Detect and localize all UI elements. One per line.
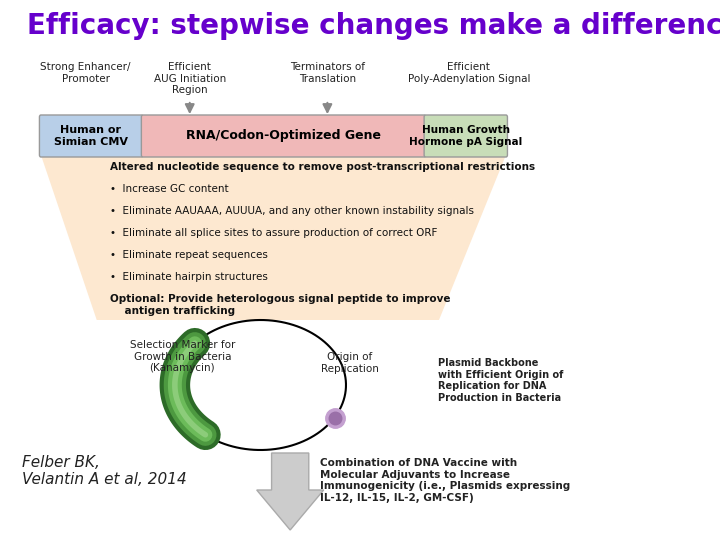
Text: •  Increase GC content: • Increase GC content <box>110 184 229 194</box>
Text: Terminators of
Translation: Terminators of Translation <box>290 62 365 84</box>
Text: Efficacy: stepwise changes make a difference: Efficacy: stepwise changes make a differ… <box>27 12 720 40</box>
Text: •  Eliminate AAUAAA, AUUUA, and any other known instability signals: • Eliminate AAUAAA, AUUUA, and any other… <box>110 206 474 216</box>
Text: Efficient
Poly-Adenylation Signal: Efficient Poly-Adenylation Signal <box>408 62 530 84</box>
Text: Strong Enhancer/
Promoter: Strong Enhancer/ Promoter <box>40 62 131 84</box>
Text: Plasmid Backbone
with Efficient Origin of
Replication for DNA
Production in Bact: Plasmid Backbone with Efficient Origin o… <box>438 358 563 403</box>
Text: RNA/Codon-Optimized Gene: RNA/Codon-Optimized Gene <box>186 130 381 143</box>
FancyBboxPatch shape <box>141 115 426 157</box>
Text: Selection Marker for
Growth in Bacteria
(Kanamycin): Selection Marker for Growth in Bacteria … <box>130 340 235 373</box>
Text: •  Eliminate hairpin structures: • Eliminate hairpin structures <box>110 272 268 282</box>
FancyArrow shape <box>257 453 324 530</box>
Text: Human or
Simian CMV: Human or Simian CMV <box>54 125 127 147</box>
Text: •  Eliminate repeat sequences: • Eliminate repeat sequences <box>110 250 268 260</box>
Polygon shape <box>41 155 506 320</box>
Text: Felber BK,
Velantin A et al, 2014: Felber BK, Velantin A et al, 2014 <box>22 455 187 488</box>
Text: •  Eliminate all splice sites to assure production of correct ORF: • Eliminate all splice sites to assure p… <box>110 228 438 238</box>
FancyBboxPatch shape <box>424 115 508 157</box>
Text: Combination of DNA Vaccine with
Molecular Adjuvants to Increase
Immunogenicity (: Combination of DNA Vaccine with Molecula… <box>320 458 570 503</box>
Text: Efficient
AUG Initiation
Region: Efficient AUG Initiation Region <box>153 62 226 95</box>
FancyBboxPatch shape <box>40 115 143 157</box>
Text: Origin of
Replication: Origin of Replication <box>321 352 379 374</box>
Text: Optional: Provide heterologous signal peptide to improve
    antigen trafficking: Optional: Provide heterologous signal pe… <box>110 294 451 315</box>
Text: Human Growth
Hormone pA Signal: Human Growth Hormone pA Signal <box>409 125 523 147</box>
Text: Altered nucleotide sequence to remove post-transcriptional restrictions: Altered nucleotide sequence to remove po… <box>110 162 535 172</box>
